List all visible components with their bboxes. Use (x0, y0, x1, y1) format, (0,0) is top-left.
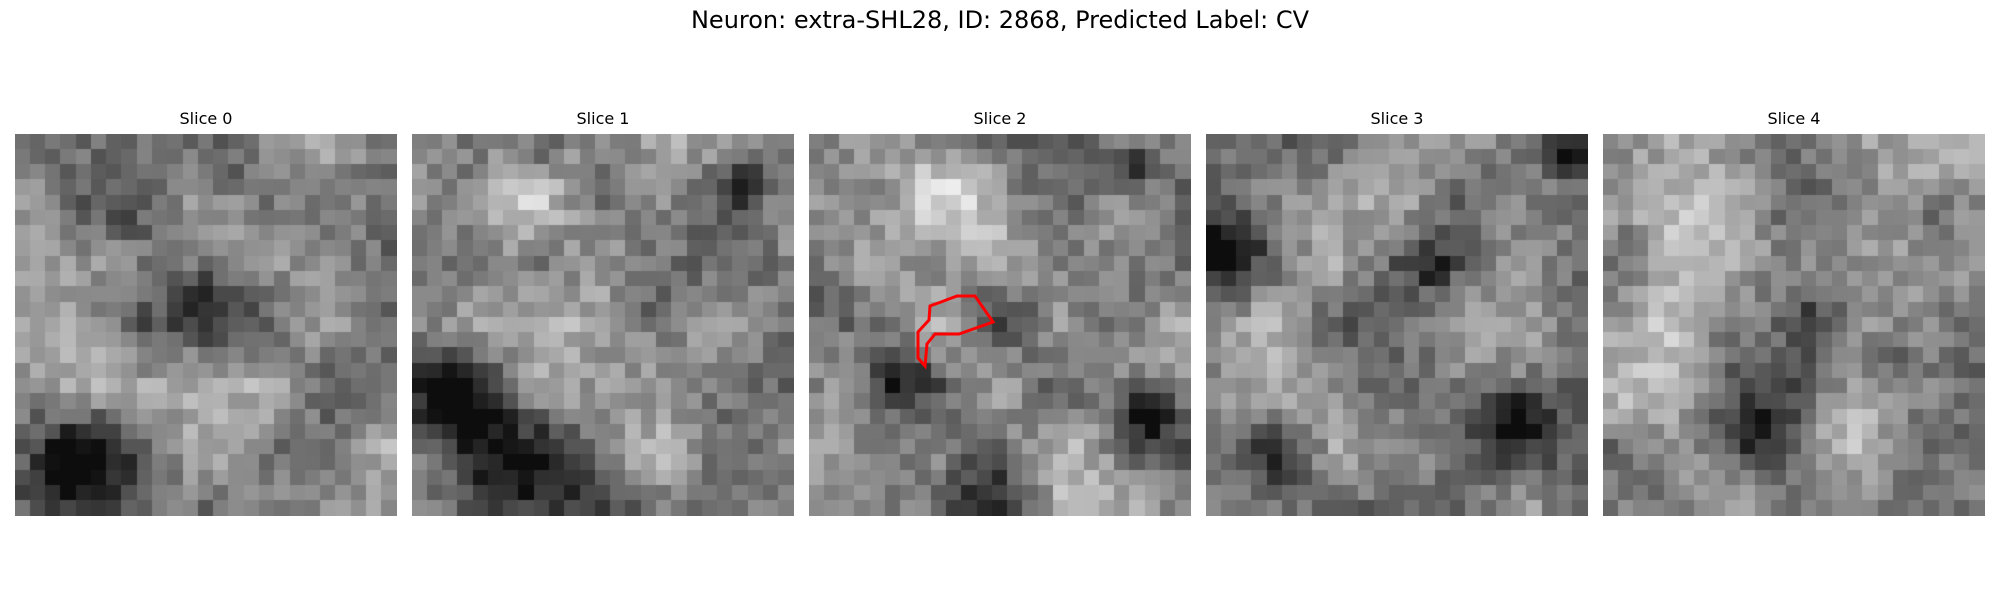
slice-1-image (412, 134, 794, 516)
slice-panel-3: Slice 3 (1206, 108, 1588, 516)
segmentation-outline-overlay (916, 294, 996, 370)
figure-title: Neuron: extra-SHL28, ID: 2868, Predicted… (690, 6, 1310, 34)
slice-panel-2: Slice 2 (809, 108, 1191, 516)
slice-title: Slice 2 (973, 109, 1027, 128)
slice-title: Slice 0 (179, 109, 233, 128)
slice-title: Slice 4 (1767, 109, 1821, 128)
slice-4-image (1603, 134, 1985, 516)
slice-panel-1: Slice 1 (412, 108, 794, 516)
slice-panel-4: Slice 4 (1603, 108, 1985, 516)
slice-2-image (809, 134, 1191, 516)
slice-3-image (1206, 134, 1588, 516)
slice-title: Slice 3 (1370, 109, 1424, 128)
slice-title: Slice 1 (576, 109, 630, 128)
slice-0-image (15, 134, 397, 516)
slice-panel-0: Slice 0 (15, 108, 397, 516)
segmentation-outline (916, 294, 996, 370)
